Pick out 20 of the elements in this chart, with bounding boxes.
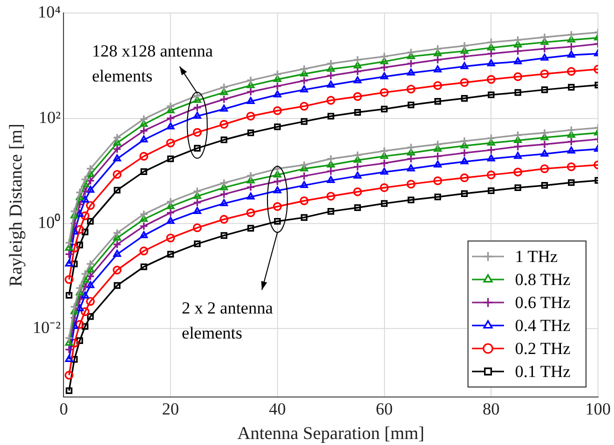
x-tick-label: 0 (59, 400, 68, 419)
x-tick-label: 100 (585, 400, 611, 419)
x-tick-label: 20 (162, 400, 180, 419)
y-tick-label: 10² (38, 108, 61, 127)
annotation: 2 x 2 antenna elements (182, 298, 274, 343)
x-tick-label: 60 (376, 400, 393, 419)
legend-label: 0.6 THz (515, 292, 571, 312)
y-tick-label: 10⁰ (38, 212, 61, 232)
x-tick-label: 40 (268, 400, 286, 419)
legend-label: 0.1 THz (515, 362, 571, 381)
x-tick-label: 80 (482, 400, 500, 419)
legend-label: 0.2 THz (515, 338, 571, 358)
annotation: 128 x128 antenna elements (92, 42, 214, 86)
y-tick-label: 10⁻² (32, 318, 61, 338)
legend-label: 1 THz (515, 246, 558, 266)
legend-label: 0.8 THz (515, 270, 571, 289)
y-axis-title: Rayleigh Distance [m] (6, 124, 26, 287)
legend-label: 0.4 THz (515, 316, 571, 335)
y-tick-label: 10⁴ (38, 2, 61, 22)
x-axis-title: Antenna Separation [mm] (237, 422, 424, 443)
